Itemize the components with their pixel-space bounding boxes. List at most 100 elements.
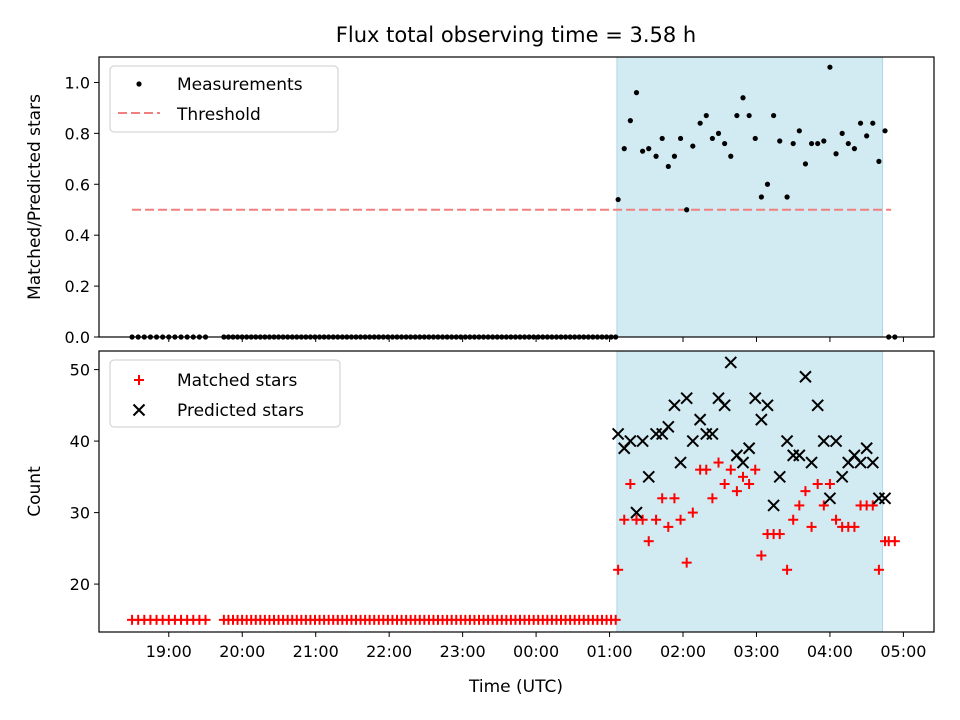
cross-b bbox=[624, 434, 637, 448]
top-legend: Measurements Threshold bbox=[109, 65, 339, 133]
measurement-point bbox=[864, 133, 870, 139]
cross-b bbox=[860, 442, 873, 455]
predicted-star-point bbox=[811, 399, 824, 412]
y-tick-label: 1.0 bbox=[65, 73, 90, 92]
measurement-point bbox=[870, 120, 876, 126]
measurement-point bbox=[734, 112, 740, 119]
cross-b bbox=[773, 470, 786, 484]
predicted-star-point bbox=[662, 420, 675, 433]
measurement-point bbox=[653, 153, 659, 159]
matched-star-point bbox=[788, 514, 799, 525]
cross-b bbox=[642, 470, 655, 484]
measurement-point bbox=[646, 146, 652, 152]
cross-b bbox=[730, 449, 744, 462]
cross-b bbox=[712, 391, 725, 405]
measurement-point bbox=[659, 135, 665, 142]
legend-box bbox=[109, 65, 339, 133]
cross-b bbox=[680, 391, 693, 405]
predicted-star-point bbox=[835, 470, 849, 484]
predicted-star-point bbox=[742, 442, 756, 455]
matched-star-point bbox=[643, 536, 654, 547]
measurement-point bbox=[715, 130, 722, 136]
x-tick-label: 21:00 bbox=[293, 642, 339, 661]
matched-star-point bbox=[824, 478, 835, 489]
y-axis-label: Count bbox=[25, 466, 45, 517]
matched-star-point bbox=[756, 550, 767, 561]
matched-star-point bbox=[806, 521, 817, 532]
measurement-point bbox=[827, 64, 833, 70]
matched-star-point bbox=[687, 507, 698, 518]
cross-b bbox=[706, 427, 719, 441]
measurement-point bbox=[703, 112, 709, 119]
measurement-point bbox=[621, 146, 627, 152]
matched-star-point bbox=[774, 529, 785, 540]
measurement-point bbox=[796, 128, 802, 134]
measurement-point bbox=[690, 143, 696, 149]
x-tick-label: 22:00 bbox=[366, 642, 412, 661]
cross-b bbox=[829, 434, 843, 448]
predicted-star-point bbox=[755, 413, 768, 426]
cross-b bbox=[611, 427, 625, 441]
measurement-point bbox=[615, 196, 621, 203]
measurement-point bbox=[857, 120, 864, 126]
matched-star-point bbox=[613, 564, 624, 575]
x-tick-label: 20:00 bbox=[219, 642, 265, 661]
predicted-star-point bbox=[724, 356, 737, 369]
predicted-star-point bbox=[706, 427, 719, 441]
matched-star-point bbox=[725, 464, 736, 475]
measurement-point bbox=[771, 112, 777, 119]
measurement-point bbox=[821, 138, 827, 144]
matched-star-point bbox=[867, 500, 878, 511]
predicted-star-point bbox=[773, 470, 786, 484]
cross-b bbox=[811, 399, 824, 412]
y-tick-label: 0.4 bbox=[65, 226, 90, 245]
measurement-point bbox=[697, 120, 703, 126]
matched-star-point bbox=[200, 614, 211, 625]
x-tick-label: 03:00 bbox=[733, 642, 779, 661]
predicted-star-point bbox=[878, 492, 892, 505]
cross-b bbox=[668, 399, 681, 412]
legend-measurement-marker bbox=[136, 81, 142, 87]
matched-star-point bbox=[782, 564, 793, 575]
cross-b bbox=[736, 456, 750, 469]
predicted-star-point bbox=[823, 492, 837, 505]
matched-star-point bbox=[800, 486, 811, 497]
predicted-star-point bbox=[854, 456, 867, 469]
predicted-star-point bbox=[767, 499, 780, 512]
predicted-star-point bbox=[761, 399, 774, 412]
predicted-star-point bbox=[693, 413, 707, 426]
cross-b bbox=[848, 449, 861, 462]
matched-star-point bbox=[794, 500, 805, 511]
measurement-point bbox=[790, 140, 796, 147]
cross-b bbox=[724, 356, 737, 369]
predicted-star-point bbox=[642, 470, 655, 484]
measurement-point bbox=[815, 140, 821, 147]
cross-b bbox=[767, 499, 780, 512]
cross-b bbox=[780, 434, 794, 448]
y-tick-label: 0.6 bbox=[65, 175, 90, 194]
cross-b bbox=[805, 456, 818, 469]
measurement-point bbox=[677, 135, 684, 142]
predicted-star-point bbox=[630, 506, 643, 519]
y-tick-label: 0.2 bbox=[65, 277, 90, 296]
legend-predicted-marker bbox=[132, 403, 146, 417]
measurement-point bbox=[709, 135, 715, 142]
matched-star-point bbox=[750, 464, 761, 475]
predicted-star-point bbox=[611, 427, 625, 441]
bottom-axes-frame bbox=[98, 350, 935, 633]
x-axis-label: Time (UTC) bbox=[468, 677, 563, 697]
legend-label-predicted: Predicted stars bbox=[177, 401, 304, 421]
matched-star-point bbox=[873, 564, 884, 575]
measurement-point bbox=[627, 118, 633, 124]
cross-b bbox=[835, 470, 849, 484]
matched-star-point bbox=[849, 521, 860, 532]
measurement-point bbox=[876, 158, 882, 164]
matched-star-point bbox=[812, 478, 823, 489]
bottom-legend: Matched stars Predicted stars bbox=[109, 359, 341, 428]
top-panel: 0.0 0.2 0.4 0.6 0.8 1.0 Matched/Predicted star… bbox=[25, 56, 935, 347]
matched-star-point bbox=[889, 536, 900, 547]
matched-star-point bbox=[713, 457, 724, 468]
y-tick-label: 40 bbox=[70, 432, 90, 451]
matched-star-point bbox=[619, 514, 630, 525]
cross-b bbox=[793, 449, 806, 462]
